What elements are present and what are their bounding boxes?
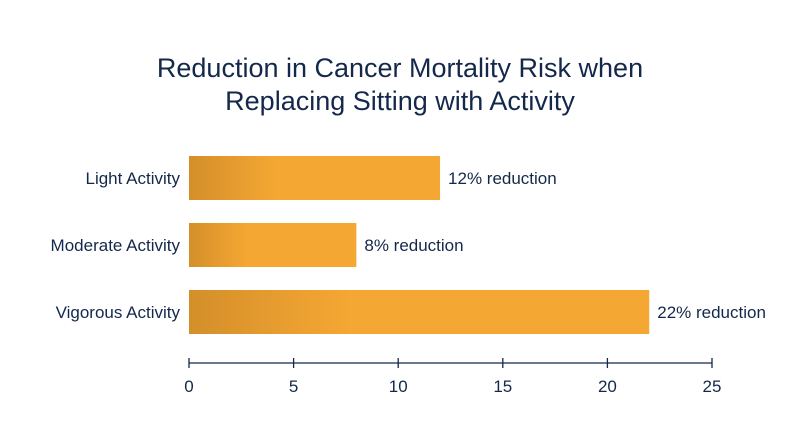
x-tick-label: 0 xyxy=(184,377,193,396)
data-label: 8% reduction xyxy=(364,236,463,255)
category-label: Vigorous Activity xyxy=(56,303,181,322)
x-tick-label: 15 xyxy=(493,377,512,396)
chart-title-line-2: Replacing Sitting with Activity xyxy=(225,86,575,116)
data-label: 12% reduction xyxy=(448,169,557,188)
x-tick-label: 10 xyxy=(389,377,408,396)
category-label: Moderate Activity xyxy=(51,236,181,255)
data-label: 22% reduction xyxy=(657,303,766,322)
x-tick-label: 20 xyxy=(598,377,617,396)
chart-title: Reduction in Cancer Mortality Risk when … xyxy=(0,52,800,118)
category-label: Light Activity xyxy=(86,169,181,188)
bar xyxy=(189,156,441,200)
x-tick-label: 5 xyxy=(289,377,298,396)
chart-title-line-1: Reduction in Cancer Mortality Risk when xyxy=(156,53,644,83)
x-tick-label: 25 xyxy=(703,377,722,396)
bar xyxy=(189,223,357,267)
bar xyxy=(189,290,650,334)
